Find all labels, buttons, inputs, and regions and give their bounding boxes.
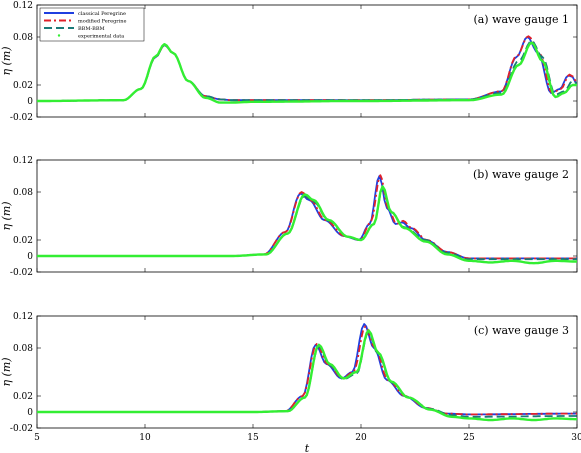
plot-area [37,323,577,422]
x-tick-label: 15 [247,433,259,443]
series-line-experimental [37,329,577,422]
panel-title: (a) wave gauge 1 [473,13,569,26]
y-tick-label: -0.02 [10,424,33,434]
plot-frame [36,4,578,118]
y-tick-label: 0.12 [13,312,33,322]
series-line-1 [37,174,577,260]
plot-area [37,174,577,265]
panel-title: (c) wave gauge 3 [474,324,569,337]
series-line-2 [37,331,577,418]
y-tick-label: -0.02 [10,113,33,123]
plot-frame [36,315,578,429]
y-tick-label: 0.08 [13,344,33,354]
x-tick-label: 10 [139,433,151,443]
series-line-experimental [37,185,577,265]
legend-label: experimental data [78,33,124,39]
y-tick-label: -0.02 [10,268,33,278]
x-tick-label: 20 [355,433,367,443]
y-tick-label: 0 [27,252,33,262]
y-axis-label: η (m) [0,357,13,386]
panel-gauge-2: -0.02 0 0.02 0.08 0.12 η (m) (b) wave gauge 2 [0,156,578,278]
plot-frame [36,159,578,273]
y-tick-label: 0.02 [13,81,33,91]
series-line-0 [37,323,577,416]
legend-marker [57,34,61,37]
y-axis-label: η (m) [0,46,13,75]
x-tick-label: 30 [571,433,581,443]
panel-gauge-1: -0.02 0 0.02 0.08 0.12 η (m) (a) wave gauge 1 c… [0,1,578,123]
series-line-1 [37,325,577,416]
x-tick-label: 25 [463,433,475,443]
series-line-0 [37,36,577,102]
y-tick-label: 0.08 [13,33,33,43]
panel-gauge-3: -0.02 0 0.02 0.08 0.12 5 10 15 20 25 30 η (m) t (c) w… [0,312,581,453]
plot-area [37,35,577,104]
x-tick-label: 5 [34,433,40,443]
y-tick-label: 0.02 [13,236,33,246]
legend-label: BBM-BBM [78,26,105,32]
y-tick-label: 0 [27,97,33,107]
series-line-0 [37,175,577,260]
x-axis-label: t [305,442,310,453]
y-tick-label: 0.02 [13,392,33,402]
y-tick-label: 0.12 [13,156,33,166]
y-tick-label: 0 [27,408,33,418]
y-tick-label: 0.08 [13,188,33,198]
legend-label: classical Peregrine [78,11,126,17]
series-line-experimental [37,41,577,104]
y-tick-label: 0.12 [13,1,33,11]
y-axis-label: η (m) [0,201,13,230]
panel-title: (b) wave gauge 2 [473,168,569,181]
legend-label: modified Peregrine [78,18,126,24]
